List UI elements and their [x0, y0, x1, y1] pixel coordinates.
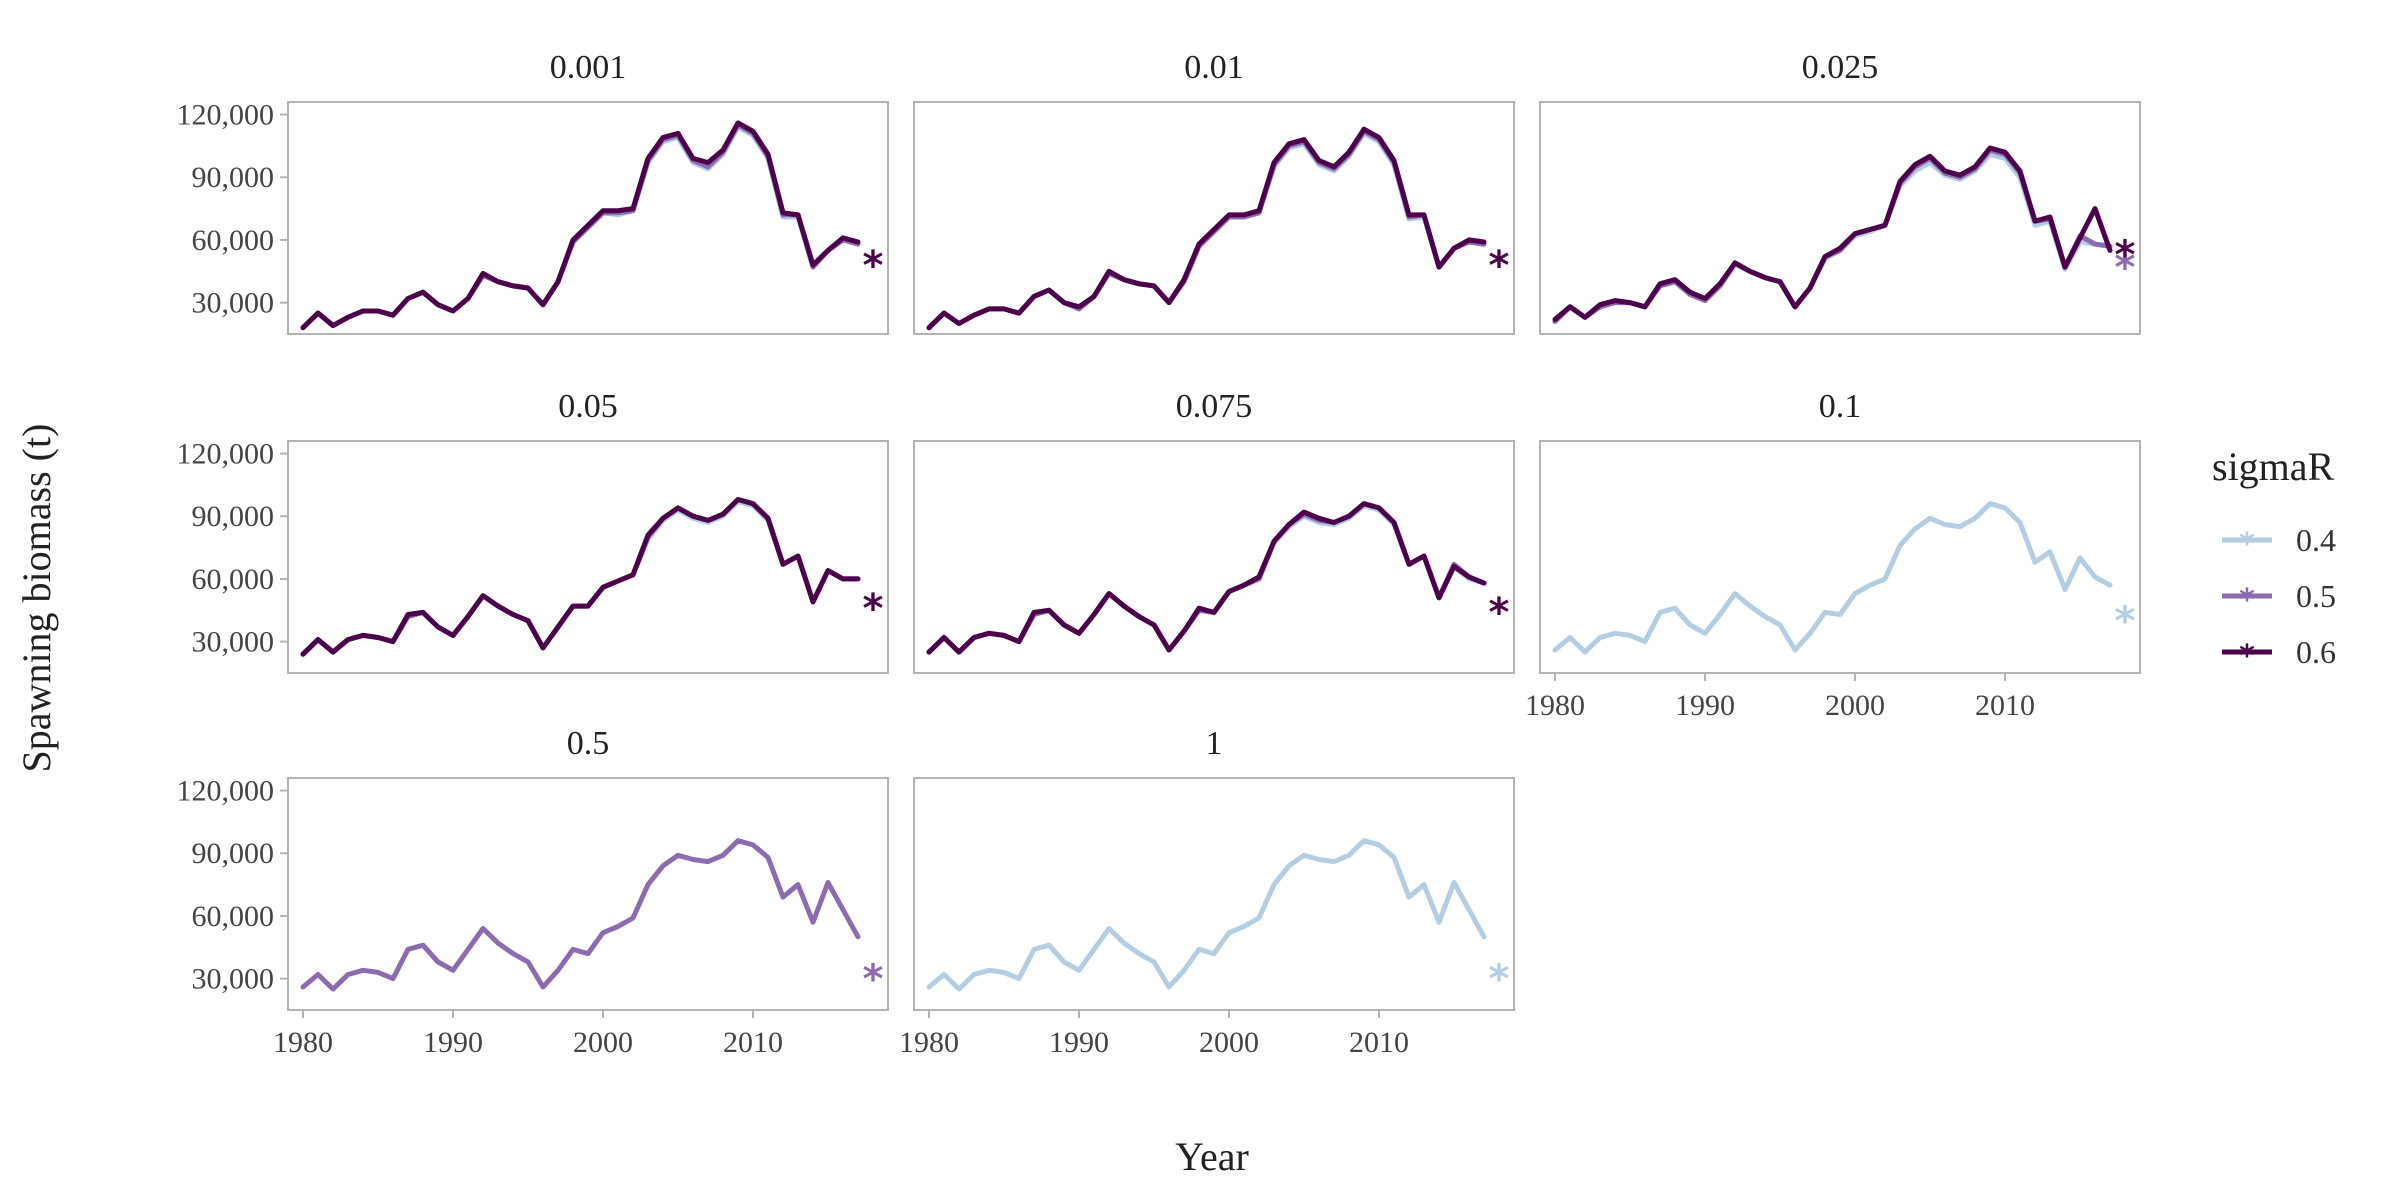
facet-panels: 0.00130,00060,00090,000120,000*0.01*0.02… [177, 49, 2141, 1059]
legend-key-marker: * [2239, 583, 2255, 618]
legend-title: sigmaR [2212, 444, 2335, 489]
x-tick-label: 2010 [1349, 1026, 1409, 1059]
panel-0.05: 0.05 30,000 60,000 90,000 120,000 * [177, 388, 889, 674]
series-line-sigmaR-0.5 [926, 128, 1487, 331]
y-tick-label: 90,000 [192, 161, 275, 194]
panel-title: 0.1 [1819, 388, 1862, 425]
series-line-sigmaR-0.4 [1552, 501, 2113, 655]
legend-item-0.4: * 0.4 [2222, 522, 2336, 562]
x-axis-title: Year [1175, 1134, 1249, 1179]
panel-border [913, 777, 1515, 1011]
legend-item-0.5: * 0.5 [2222, 578, 2336, 618]
point-marker-sigmaR-0.6: * [863, 243, 884, 289]
panel-1: 1 1980 1990 2000 2010 * [899, 725, 1515, 1059]
panel-0.075: 0.075 * [913, 388, 1515, 674]
panel-border [913, 440, 1515, 674]
x-tick-label: 1990 [423, 1026, 483, 1059]
legend-key-marker: * [2239, 639, 2255, 674]
point-marker-sigmaR-0.4: * [1489, 956, 1510, 1002]
y-tick-label: 120,000 [177, 438, 275, 471]
legend: sigmaR * 0.4 * 0.5 * 0.6 [2212, 444, 2336, 674]
series-line-sigmaR-0.4 [1552, 151, 2113, 324]
series-line-sigmaR-0.4 [300, 124, 861, 331]
series-line-sigmaR-0.6 [300, 497, 861, 657]
y-tick-label: 90,000 [192, 500, 275, 533]
series-line-sigmaR-0.4 [926, 503, 1487, 655]
series-line-sigmaR-0.5 [300, 122, 861, 331]
x-tick-label: 2010 [1975, 689, 2035, 722]
panel-title: 1 [1206, 725, 1223, 762]
series-line-sigmaR-0.5 [300, 497, 861, 657]
panel-border [1539, 101, 2141, 335]
series-line-sigmaR-0.4 [926, 838, 1487, 992]
panel-title: 0.075 [1176, 388, 1253, 425]
panel-0.5: 0.5 30,000 60,000 90,000 120,000 1980 1990 2000… [177, 725, 889, 1059]
panel-title: 0.001 [550, 49, 627, 86]
legend-label: 0.6 [2296, 634, 2336, 670]
y-tick-label: 120,000 [177, 99, 275, 132]
y-tick-label: 30,000 [192, 287, 275, 320]
y-tick-label: 30,000 [192, 963, 275, 996]
x-tick-label: 2000 [573, 1026, 633, 1059]
series-line-sigmaR-0.6 [926, 126, 1487, 331]
series-line-sigmaR-0.6 [926, 501, 1487, 655]
panel-border [287, 777, 889, 1011]
panel-0.1: 0.1 1980 1990 2000 2010 * [1525, 388, 2141, 722]
x-tick-label: 2000 [1199, 1026, 1259, 1059]
panel-title: 0.05 [558, 388, 618, 425]
panel-0.025: 0.025 ** [1539, 49, 2141, 335]
y-tick-label: 60,000 [192, 900, 275, 933]
panel-0.01: 0.01 * [913, 49, 1515, 335]
y-tick-label: 60,000 [192, 563, 275, 596]
legend-item-0.6: * 0.6 [2222, 634, 2336, 674]
x-tick-label: 1990 [1675, 689, 1735, 722]
point-marker-sigmaR-0.6: * [2115, 232, 2136, 278]
y-tick-label: 30,000 [192, 626, 275, 659]
point-marker-sigmaR-0.4: * [2115, 598, 2136, 644]
point-marker-sigmaR-0.5: * [2115, 245, 2136, 291]
panel-title: 0.5 [567, 725, 610, 762]
series-line-sigmaR-0.5 [926, 501, 1487, 655]
point-marker-sigmaR-0.5: * [863, 956, 884, 1002]
panel-title: 0.025 [1802, 49, 1879, 86]
series-line-sigmaR-0.4 [300, 499, 861, 657]
x-tick-label: 2000 [1825, 689, 1885, 722]
point-marker-sigmaR-0.6: * [863, 586, 884, 632]
series-line-sigmaR-0.5 [1552, 147, 2113, 324]
y-axis-title: Spawning biomass (t) [14, 424, 59, 773]
panel-title: 0.01 [1184, 49, 1244, 86]
point-marker-sigmaR-0.6: * [1489, 590, 1510, 636]
series-line-sigmaR-0.4 [926, 130, 1487, 331]
panel-border [287, 440, 889, 674]
panel-border [913, 101, 1515, 335]
point-marker-sigmaR-0.6: * [1489, 243, 1510, 289]
panel-0.001: 0.001 30,000 60,000 90,000 120,000 * [177, 49, 889, 335]
panel-border [1539, 440, 2141, 674]
x-tick-label: 1980 [273, 1026, 333, 1059]
series-line-sigmaR-0.6 [1552, 145, 2113, 322]
x-tick-label: 1990 [1049, 1026, 1109, 1059]
legend-label: 0.5 [2296, 578, 2336, 614]
y-tick-label: 120,000 [177, 775, 275, 808]
x-tick-label: 2010 [723, 1026, 783, 1059]
panel-border [287, 101, 889, 335]
y-tick-label: 90,000 [192, 837, 275, 870]
x-tick-label: 1980 [1525, 689, 1585, 722]
series-line-sigmaR-0.5 [300, 838, 861, 992]
legend-label: 0.4 [2296, 522, 2336, 558]
legend-key-marker: * [2239, 527, 2255, 562]
series-line-sigmaR-0.6 [300, 120, 861, 331]
x-tick-label: 1980 [899, 1026, 959, 1059]
y-tick-label: 60,000 [192, 224, 275, 257]
